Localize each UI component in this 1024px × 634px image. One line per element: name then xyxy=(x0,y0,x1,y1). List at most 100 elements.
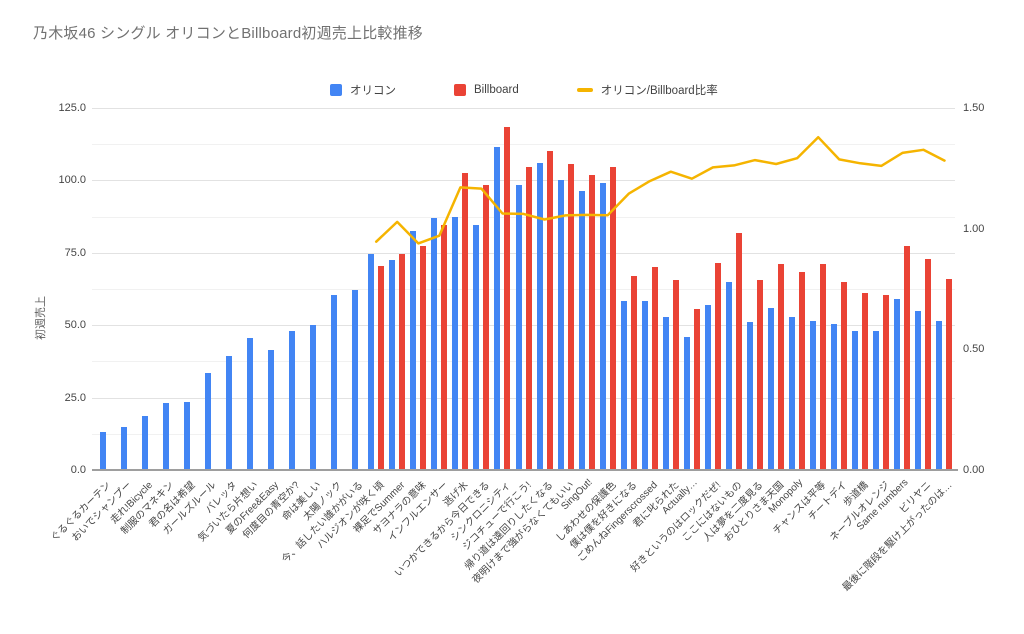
bar-billboard[interactable] xyxy=(925,258,932,470)
gridline xyxy=(92,108,955,109)
bar-oricon[interactable] xyxy=(915,310,922,470)
bar-billboard[interactable] xyxy=(693,309,700,470)
bar-oricon[interactable] xyxy=(267,349,274,470)
gridline xyxy=(92,289,955,290)
bar-billboard[interactable] xyxy=(862,293,869,470)
bar-billboard[interactable] xyxy=(609,167,616,470)
bar-billboard[interactable] xyxy=(757,280,764,470)
bar-oricon[interactable] xyxy=(831,323,838,470)
legend: オリコン Billboard オリコン/Billboard比率 xyxy=(330,82,718,98)
bar-oricon[interactable] xyxy=(894,299,901,470)
bar-billboard[interactable] xyxy=(714,262,721,470)
bar-billboard[interactable] xyxy=(378,265,385,470)
legend-item-ratio[interactable]: オリコン/Billboard比率 xyxy=(576,82,718,98)
bar-oricon[interactable] xyxy=(352,290,359,470)
bar-billboard[interactable] xyxy=(525,167,532,470)
y-axis-tick-left: 75.0 xyxy=(64,246,86,259)
bar-oricon[interactable] xyxy=(431,218,438,470)
bar-oricon[interactable] xyxy=(683,336,690,470)
bar-oricon[interactable] xyxy=(204,372,211,470)
bar-oricon[interactable] xyxy=(536,163,543,470)
bar-oricon[interactable] xyxy=(288,331,295,470)
y-axis-tick-left: 25.0 xyxy=(64,391,86,404)
gridline xyxy=(92,433,955,435)
bar-oricon[interactable] xyxy=(368,254,375,470)
bar-oricon[interactable] xyxy=(557,180,564,470)
legend-label-oricon: オリコン xyxy=(350,85,396,97)
y-axis-tick-right: 1.00 xyxy=(963,222,985,235)
gridline xyxy=(92,397,955,399)
bar-oricon[interactable] xyxy=(599,183,606,470)
bar-billboard[interactable] xyxy=(651,267,658,470)
bar-billboard[interactable] xyxy=(841,281,848,470)
ratio-line-swatch-icon xyxy=(576,88,593,92)
plot-area xyxy=(92,108,955,470)
bar-oricon[interactable] xyxy=(725,281,732,470)
bar-oricon[interactable] xyxy=(183,401,190,470)
bar-oricon[interactable] xyxy=(410,231,417,470)
bar-billboard[interactable] xyxy=(462,173,469,470)
gridline xyxy=(92,216,955,218)
y-axis-tick-left: 100.0 xyxy=(58,174,86,187)
bar-billboard[interactable] xyxy=(820,264,827,470)
bar-oricon[interactable] xyxy=(331,294,338,470)
bar-billboard[interactable] xyxy=(420,245,427,470)
bar-billboard[interactable] xyxy=(546,151,553,470)
legend-item-billboard[interactable]: Billboard xyxy=(454,84,519,96)
bar-oricon[interactable] xyxy=(641,300,648,470)
bar-billboard[interactable] xyxy=(630,275,637,470)
gridline xyxy=(92,361,955,363)
y-axis-tick-right: 1.50 xyxy=(963,102,985,114)
bar-billboard[interactable] xyxy=(672,280,679,470)
bar-oricon[interactable] xyxy=(141,416,148,470)
gridline xyxy=(92,144,955,146)
oricon-swatch-icon xyxy=(330,84,342,96)
legend-label-ratio: オリコン/Billboard比率 xyxy=(600,85,718,97)
bar-billboard[interactable] xyxy=(946,278,953,470)
bar-oricon[interactable] xyxy=(389,260,396,470)
bar-billboard[interactable] xyxy=(778,264,785,470)
y-axis-tick-left: 50.0 xyxy=(64,319,86,332)
bar-billboard[interactable] xyxy=(504,126,511,470)
ratio-line[interactable] xyxy=(374,135,946,245)
bar-billboard[interactable] xyxy=(735,232,742,470)
bar-billboard[interactable] xyxy=(441,225,448,470)
bar-oricon[interactable] xyxy=(515,184,522,470)
bar-oricon[interactable] xyxy=(852,331,859,470)
bar-oricon[interactable] xyxy=(473,225,480,470)
bar-oricon[interactable] xyxy=(789,316,796,470)
bar-billboard[interactable] xyxy=(904,245,911,470)
bar-oricon[interactable] xyxy=(310,325,316,470)
bar-oricon[interactable] xyxy=(936,320,943,470)
bar-billboard[interactable] xyxy=(588,174,595,470)
gridline xyxy=(92,252,955,254)
bar-oricon[interactable] xyxy=(704,304,711,470)
billboard-swatch-icon xyxy=(454,84,466,96)
legend-item-oricon[interactable]: オリコン xyxy=(330,82,396,98)
bar-oricon[interactable] xyxy=(452,216,459,470)
bar-oricon[interactable] xyxy=(873,331,880,470)
bar-oricon[interactable] xyxy=(810,320,817,470)
bar-oricon[interactable] xyxy=(225,355,232,470)
legend-label-billboard: Billboard xyxy=(474,84,519,96)
bar-oricon[interactable] xyxy=(620,300,627,470)
bar-oricon[interactable] xyxy=(747,322,754,470)
bar-billboard[interactable] xyxy=(883,294,890,470)
bar-oricon[interactable] xyxy=(162,403,169,470)
bar-oricon[interactable] xyxy=(494,147,501,470)
x-axis-baseline xyxy=(92,469,958,471)
bar-oricon[interactable] xyxy=(99,432,106,470)
y-axis-tick-left: 0.0 xyxy=(70,464,86,476)
bar-billboard[interactable] xyxy=(483,184,490,470)
bar-billboard[interactable] xyxy=(399,254,406,470)
bar-oricon[interactable] xyxy=(246,338,253,470)
bar-oricon[interactable] xyxy=(662,316,669,470)
bar-billboard[interactable] xyxy=(567,164,574,470)
bar-oricon[interactable] xyxy=(120,426,127,470)
bar-oricon[interactable] xyxy=(578,190,585,470)
bar-oricon[interactable] xyxy=(768,307,775,470)
chart-title: 乃木坂46 シングル オリコンとBillboard初週売上比較推移 xyxy=(33,25,423,42)
bar-billboard[interactable] xyxy=(799,271,806,470)
y-axis-title: 初週売上 xyxy=(35,296,47,340)
